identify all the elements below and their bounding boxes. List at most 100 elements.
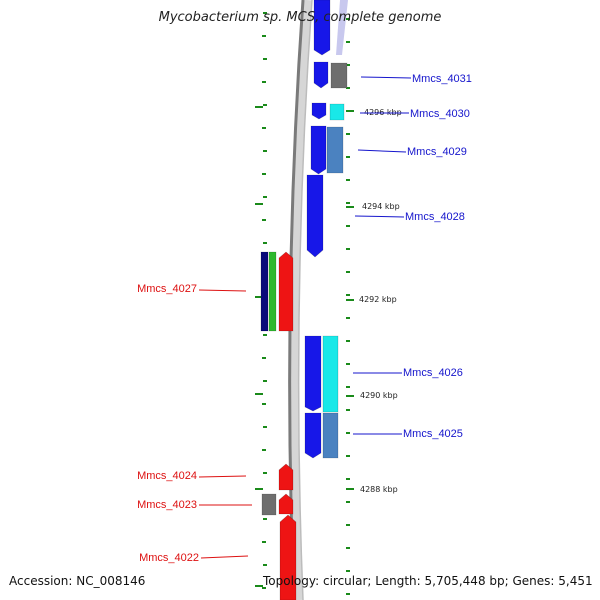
scale-tick (346, 363, 350, 365)
scale-tick (262, 541, 266, 543)
gene-Mmcs_4029-orf (310, 125, 327, 175)
map-title: Mycobacterium sp. MCS, complete genome (158, 10, 442, 25)
gene-Mmcs_4030-orf (311, 102, 327, 120)
scale-tick (346, 18, 350, 20)
scale-tick (263, 58, 267, 60)
leader-Mmcs_4024 (198, 475, 247, 478)
gene-Mmcs_4025-box (322, 412, 339, 459)
kbp-4294-label: 4294 kbp (362, 202, 400, 211)
topology-text: Topology: circular; Length: 5,705,448 bp… (263, 574, 593, 588)
scale-tick (262, 357, 266, 359)
gene-Mmcs_4027-green (268, 251, 277, 332)
scale-tick (346, 317, 350, 319)
scale-tick (255, 106, 263, 108)
gene-Mmcs_4025-orf (304, 412, 322, 459)
scale-tick (263, 150, 267, 152)
scale-tick (263, 12, 267, 14)
scale-tick (346, 87, 350, 89)
gene-label-Mmcs_4030: Mmcs_4030 (410, 108, 470, 120)
leader-Mmcs_4029 (357, 149, 407, 153)
scale-tick (346, 395, 354, 397)
scale-tick (262, 81, 266, 83)
kbp-4290-label: 4290 kbp (360, 391, 398, 400)
gene-Mmcs_4031-orf-b (313, 61, 329, 89)
scale-tick (346, 64, 350, 66)
gene-Mmcs_4026-box (322, 335, 339, 413)
scale-tick (346, 386, 350, 388)
scale-tick (263, 104, 267, 106)
scale-tick (346, 202, 350, 204)
kbp-4288-label: 4288 kbp (360, 485, 398, 494)
scale-tick (346, 179, 350, 181)
gene-label-Mmcs_4028: Mmcs_4028 (405, 211, 465, 223)
scale-tick (346, 501, 350, 503)
scale-tick (263, 334, 267, 336)
scale-tick (346, 455, 350, 457)
gene-label-Mmcs_4023: Mmcs_4023 (137, 499, 197, 511)
top-band (336, 0, 348, 55)
scale-tick (263, 518, 267, 520)
gene-Mmcs_4031-orf (313, 0, 331, 56)
gene-label-Mmcs_4029: Mmcs_4029 (407, 146, 467, 158)
leader-Mmcs_4031 (360, 76, 412, 79)
scale-tick (346, 133, 350, 135)
scale-tick (262, 35, 266, 37)
scale-tick (255, 585, 263, 587)
scale-tick (262, 219, 266, 221)
scale-tick (346, 156, 350, 158)
leader-Mmcs_4028 (354, 215, 405, 218)
scale-tick (346, 547, 350, 549)
leader-Mmcs_4022 (200, 555, 249, 559)
leader-Mmcs_4027 (198, 289, 247, 292)
scale-tick (346, 225, 350, 227)
gene-Mmcs_4024-orf (278, 463, 294, 491)
scale-tick (346, 409, 350, 411)
gene-Mmcs_4031-box (330, 62, 348, 89)
scale-tick (255, 296, 263, 298)
gene-Mmcs_4027-navy (260, 251, 269, 332)
scale-tick (263, 196, 267, 198)
scale-tick (262, 403, 266, 405)
scale-tick (346, 41, 350, 43)
gene-Mmcs_4023-orf (278, 493, 294, 515)
scale-tick (346, 206, 354, 208)
backbone-shadow (289, 0, 312, 600)
scale-tick (346, 488, 354, 490)
scale-tick (262, 173, 266, 175)
gene-Mmcs_4028-orf (306, 174, 324, 258)
scale-tick (346, 432, 350, 434)
scale-tick (346, 110, 354, 112)
gene-Mmcs_4030-box (329, 103, 345, 121)
gene-Mmcs_4022-orf (279, 514, 297, 600)
gene-label-Mmcs_4022: Mmcs_4022 (139, 552, 199, 564)
accession-text: Accession: NC_008146 (9, 574, 146, 588)
gene-label-Mmcs_4027: Mmcs_4027 (137, 283, 197, 295)
scale-tick (263, 426, 267, 428)
gene-label-Mmcs_4024: Mmcs_4024 (137, 470, 197, 482)
scale-tick (346, 294, 350, 296)
scale-tick (346, 271, 350, 273)
scale-tick (263, 242, 267, 244)
gene-Mmcs_4026-orf (304, 335, 322, 412)
scale-tick (262, 449, 266, 451)
scale-tick (346, 299, 354, 301)
scale-tick (263, 564, 267, 566)
scale-tick (346, 570, 350, 572)
gene-label-Mmcs_4025: Mmcs_4025 (403, 428, 463, 440)
scale-tick (255, 393, 263, 395)
gene-label-Mmcs_4026: Mmcs_4026 (403, 367, 463, 379)
scale-tick (255, 488, 263, 490)
backbone-edge (297, 0, 313, 600)
scale-tick (346, 248, 350, 250)
gene-Mmcs_4023-box (261, 493, 277, 516)
scale-tick (263, 380, 267, 382)
gene-label-Mmcs_4031: Mmcs_4031 (412, 73, 472, 85)
scale-tick (262, 127, 266, 129)
scale-tick (263, 472, 267, 474)
scale-tick (255, 203, 263, 205)
scale-tick (346, 524, 350, 526)
scale-tick (346, 593, 350, 595)
scale-tick (346, 478, 350, 480)
